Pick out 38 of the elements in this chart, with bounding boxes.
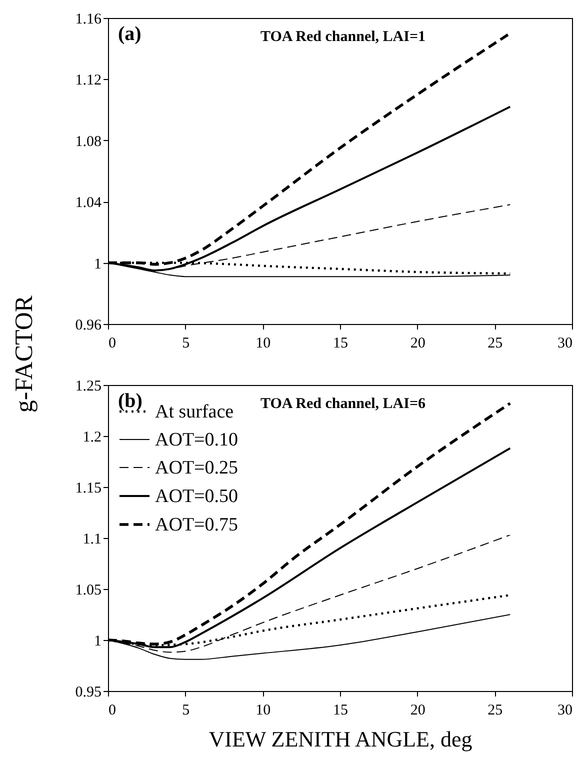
x-axis-title: VIEW ZENITH ANGLE, deg bbox=[208, 726, 472, 752]
y-tick-label: 1.16 bbox=[75, 12, 102, 28]
annotation: (b) bbox=[118, 390, 142, 412]
y-tick-label: 1.25 bbox=[75, 378, 102, 394]
legend-label: At surface bbox=[155, 402, 234, 422]
x-tick-label: 0 bbox=[108, 702, 116, 718]
y-tick-label: 1 bbox=[94, 634, 102, 650]
y-tick-label: 0.96 bbox=[75, 318, 102, 334]
x-tick-label: 30 bbox=[558, 336, 572, 352]
y-tick-label: 1.04 bbox=[75, 195, 102, 212]
x-tick-label: 20 bbox=[410, 336, 426, 352]
legend-label: AOT=0.10 bbox=[155, 430, 238, 450]
text: TOA Red channel, LAI=6 bbox=[260, 396, 426, 412]
y-tick-label: 0.95 bbox=[75, 684, 102, 700]
y-tick-label: 1.08 bbox=[75, 134, 102, 150]
y-tick-label: 1.05 bbox=[75, 582, 102, 598]
x-tick-label: 10 bbox=[256, 702, 271, 718]
x-tick-label: 15 bbox=[333, 336, 348, 352]
y-tick-label: 1.1 bbox=[82, 532, 102, 548]
y-tick-label: 1 bbox=[94, 256, 102, 272]
y-tick-label: 1.2 bbox=[82, 430, 102, 446]
x-tick-label: 25 bbox=[488, 702, 503, 718]
text: TOA Red channel, LAI=1 bbox=[260, 29, 426, 45]
y-tick-label: 1.12 bbox=[75, 72, 102, 89]
x-tick-label: 20 bbox=[410, 702, 426, 718]
x-tick-label: 15 bbox=[333, 702, 348, 718]
y-tick-label: 1.15 bbox=[75, 480, 102, 496]
x-tick-label: 30 bbox=[558, 702, 572, 718]
x-tick-label: 5 bbox=[182, 702, 190, 718]
legend-label: AOT=0.75 bbox=[155, 514, 238, 536]
x-tick-label: 0 bbox=[108, 336, 116, 352]
x-tick-label: 10 bbox=[256, 336, 271, 352]
x-tick-label: 5 bbox=[182, 336, 190, 352]
legend-label: AOT=0.50 bbox=[155, 486, 238, 507]
legend-label: AOT=0.25 bbox=[155, 458, 238, 478]
x-tick-label: 25 bbox=[488, 336, 503, 352]
y-axis-title: g-FACTOR bbox=[11, 294, 39, 415]
annotation: (a) bbox=[118, 23, 142, 45]
